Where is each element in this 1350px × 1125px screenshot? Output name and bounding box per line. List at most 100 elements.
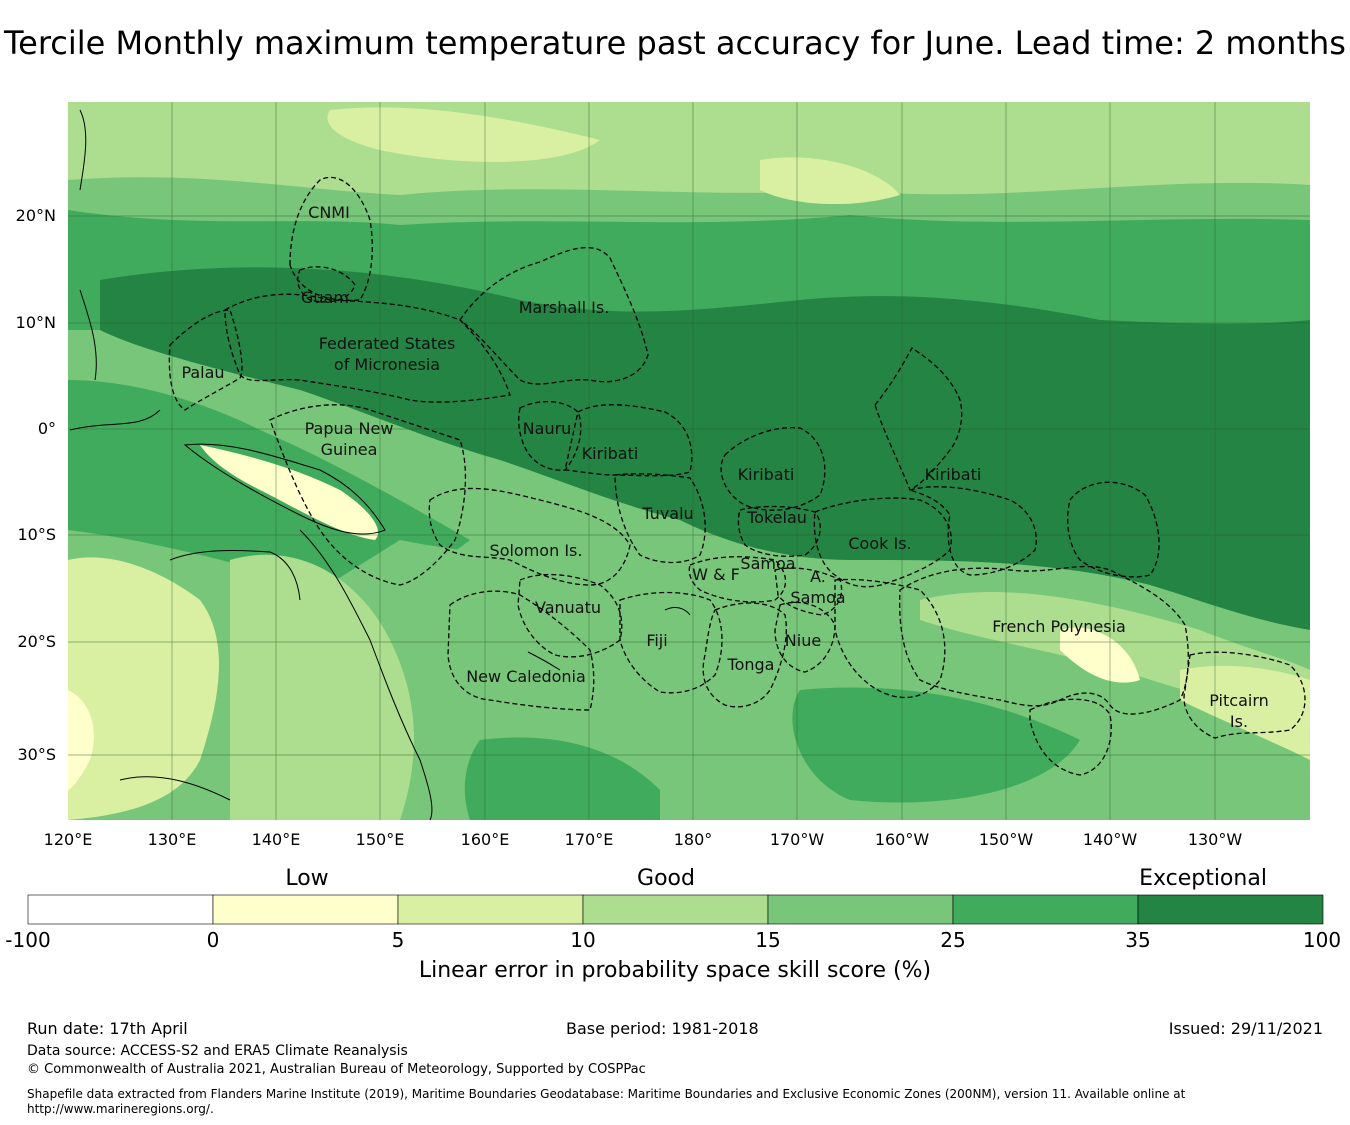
label-pitcairn-line2: Is. [1230, 712, 1248, 731]
colorbar-tick: 15 [755, 928, 781, 952]
lon-label: 130°E [147, 830, 197, 849]
eez-austral [1029, 698, 1112, 776]
colorbar-segment [212, 894, 399, 925]
label-cook-islands: Cook Is. [848, 534, 911, 553]
colorbar [27, 894, 1324, 925]
skill-zone [1180, 665, 1310, 760]
label-marshall-islands: Marshall Is. [519, 298, 610, 317]
lat-label: 20°S [17, 632, 56, 651]
graticule [68, 102, 1310, 820]
eez-samoa-wf [688, 556, 787, 603]
label-new-caledonia: New Caledonia [466, 667, 586, 686]
label-nauru: Nauru [523, 419, 572, 438]
skill-zone [68, 690, 94, 790]
eez-new-caledonia [447, 590, 595, 711]
lon-label: 170°W [769, 830, 825, 849]
run-date: Run date: 17th April [27, 1019, 188, 1038]
colorbar-tick: 0 [206, 928, 220, 952]
lon-label: 150°E [355, 830, 405, 849]
lon-label: 140°E [251, 830, 301, 849]
label-palau: Palau [181, 363, 224, 382]
colorbar-segment [952, 894, 1139, 925]
lat-label: 10°S [17, 525, 56, 544]
eez-cook-south [834, 578, 946, 699]
label-niue: Niue [785, 631, 821, 650]
skill-zone [760, 157, 900, 205]
eez-fsm [224, 293, 511, 403]
label-png-line2: Guinea [321, 440, 378, 459]
skill-zone [1060, 627, 1140, 683]
label-kiribati-gilbert: Kiribati [582, 444, 639, 463]
colorbar-segment [27, 894, 214, 925]
eez-kiribati-east [907, 486, 1037, 576]
eez-cook-north [813, 497, 952, 588]
label-tuvalu: Tuvalu [641, 504, 693, 523]
skill-zone [464, 737, 660, 820]
colorbar-tick: 5 [391, 928, 405, 952]
coastlines [69, 109, 691, 820]
colorbar-tick: 35 [1125, 928, 1151, 952]
eez-boundaries [168, 176, 1306, 776]
country-labels: CNMI Guam Marshall Is. Federated States … [181, 203, 1268, 731]
colorbar-category-exceptional: Exceptional [1139, 866, 1267, 891]
label-wallis-futuna: W & F [692, 565, 740, 584]
skill-zone [327, 107, 600, 162]
eez-niue [774, 601, 836, 673]
eez-tokelau [737, 505, 821, 557]
lon-label: 120°E [43, 830, 93, 849]
lat-label: 0° [37, 419, 56, 438]
colorbar-category-good: Good [637, 866, 695, 891]
eez-palau [168, 309, 243, 411]
skill-zone [100, 267, 1310, 630]
eez-pitcairn [1183, 651, 1306, 739]
colorbar-tick: 100 [1302, 928, 1342, 952]
eez-kiribati-line [874, 347, 963, 491]
eez-fiji [619, 591, 723, 694]
eez-cnmi [289, 176, 373, 301]
label-kiribati-line: Kiribati [925, 465, 982, 484]
colorbar-tick: -100 [5, 928, 51, 952]
colorbar-category-low: Low [285, 866, 329, 891]
issued-date: Issued: 29/11/2021 [1168, 1019, 1323, 1038]
eez-marshall [459, 246, 649, 385]
label-fiji: Fiji [646, 631, 667, 650]
eez-tuvalu [614, 473, 706, 564]
colorbar-tick: 25 [940, 928, 966, 952]
colorbar-segment [767, 894, 954, 925]
lon-label: 160°E [460, 830, 510, 849]
label-fsm-line2: of Micronesia [334, 355, 440, 374]
data-source: Data source: ACCESS-S2 and ERA5 Climate … [27, 1043, 408, 1059]
label-pitcairn-line1: Pitcairn [1209, 691, 1269, 710]
shapefile-credit: Shapefile data extracted from Flanders M… [27, 1087, 1186, 1116]
lon-label: 170°E [564, 830, 614, 849]
skill-zone [792, 687, 1080, 803]
eez-french-polynesia [899, 565, 1189, 715]
lon-label: 180° [673, 830, 713, 849]
lon-label: 130°W [1187, 830, 1243, 849]
eez-guam [297, 266, 356, 303]
skill-zone [68, 557, 219, 820]
lat-label: 10°N [15, 313, 56, 332]
label-american-samoa-line2: Samoa [790, 588, 845, 607]
label-png-line1: Papua New [305, 419, 394, 438]
colorbar-segment [582, 894, 769, 925]
label-guam: Guam [301, 288, 349, 307]
copyright: © Commonwealth of Australia 2021, Austra… [27, 1062, 646, 1077]
label-fsm-line1: Federated States [319, 334, 456, 353]
label-tokelau: Tokelau [746, 508, 807, 527]
base-period: Base period: 1981-2018 [566, 1019, 759, 1038]
label-cnmi: CNMI [308, 203, 350, 222]
lat-label: 20°N [15, 206, 56, 225]
lon-label: 150°W [978, 830, 1034, 849]
colorbar-segment [397, 894, 584, 925]
label-vanuatu: Vanuatu [535, 598, 601, 617]
lat-label: 30°S [17, 745, 56, 764]
label-tonga: Tonga [727, 655, 775, 674]
label-samoa: Samoa [740, 554, 795, 573]
skill-zone [68, 102, 1310, 195]
lon-label: 140°W [1082, 830, 1138, 849]
eez-tonga [702, 602, 787, 708]
lon-label: 160°W [874, 830, 930, 849]
eez-american-samoa [774, 567, 843, 616]
